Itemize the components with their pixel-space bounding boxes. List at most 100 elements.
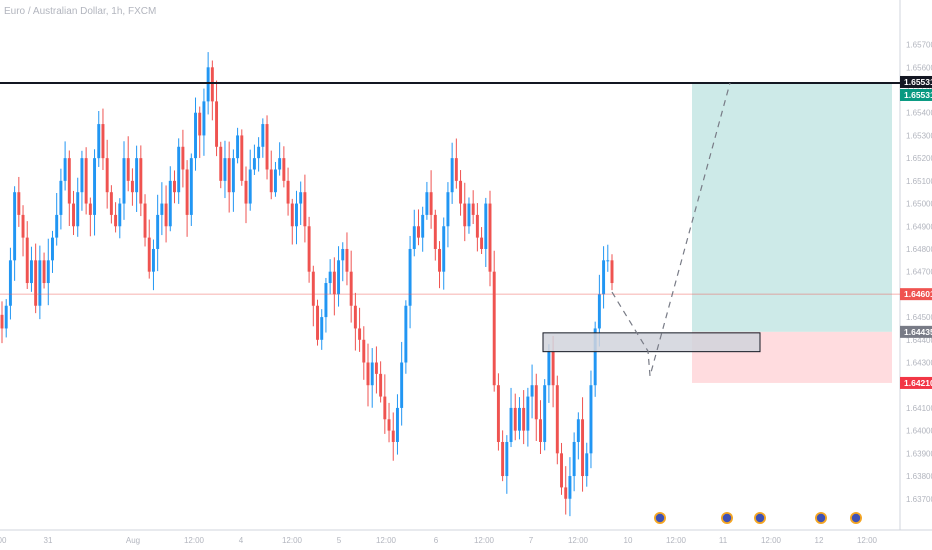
candle — [417, 209, 420, 246]
time-tick-label: 12:00 — [282, 536, 303, 545]
candle — [38, 245, 42, 320]
candle-body — [581, 419, 585, 477]
candle — [219, 141, 223, 189]
candle — [581, 397, 585, 492]
candle-body — [223, 158, 227, 181]
candle — [51, 230, 54, 273]
candle — [509, 387, 513, 448]
candle — [282, 146, 286, 188]
candle-body — [46, 260, 50, 284]
candle-body — [231, 158, 235, 193]
candle-body — [265, 124, 269, 170]
candle — [265, 115, 269, 180]
price-axis[interactable]: 1.657001.656001.655001.654001.653001.652… — [900, 41, 932, 504]
candle — [269, 150, 273, 200]
resistance-price-tag — [900, 75, 932, 88]
candle — [572, 432, 576, 492]
candle — [383, 374, 387, 434]
candle-body — [135, 158, 139, 193]
event-flag-icon[interactable] — [721, 512, 733, 524]
candle — [143, 194, 147, 247]
take-profit-zone[interactable] — [692, 82, 892, 332]
candle — [332, 257, 336, 316]
candle — [404, 300, 408, 374]
candle-body — [572, 441, 576, 477]
demand-zone-box[interactable] — [542, 332, 761, 353]
price-tick-label: 1.64400 — [906, 336, 932, 345]
candle — [513, 393, 517, 441]
candle — [76, 177, 80, 237]
time-tick-label: 12:00 — [761, 536, 782, 545]
candle-body — [139, 158, 143, 204]
candle — [72, 190, 75, 236]
candle — [181, 129, 185, 188]
candle-body — [328, 271, 332, 284]
candle — [454, 138, 458, 189]
candle — [496, 373, 500, 451]
candle-body — [345, 248, 349, 272]
candle — [122, 141, 126, 220]
candle-body — [332, 271, 336, 295]
candle-body — [366, 362, 370, 386]
candle — [341, 242, 345, 282]
price-tick-label: 1.63800 — [906, 472, 932, 481]
candle-body — [400, 362, 404, 408]
event-flag-icon[interactable] — [850, 512, 862, 524]
candle-body — [513, 407, 517, 431]
event-flag-icon[interactable] — [654, 512, 666, 524]
candle — [530, 364, 534, 419]
candle-body — [362, 339, 366, 363]
candle — [252, 144, 256, 175]
candle — [257, 137, 261, 172]
event-flag-icon[interactable] — [754, 512, 766, 524]
candle — [278, 142, 282, 176]
price-tick-label: 1.64700 — [906, 268, 932, 277]
time-tick-label: 00 — [0, 536, 7, 545]
event-flag-icon[interactable] — [815, 512, 827, 524]
candle — [526, 387, 530, 447]
candle — [446, 182, 450, 248]
candle-body — [509, 407, 513, 442]
time-tick-label: 12:00 — [666, 536, 687, 545]
candle — [286, 167, 290, 216]
candle — [534, 373, 538, 442]
time-tick-label: Aug — [126, 536, 140, 545]
candle — [576, 412, 580, 460]
candle — [311, 265, 315, 327]
candle — [467, 197, 471, 234]
candle — [387, 402, 391, 443]
candle-body — [244, 180, 248, 204]
candle-body — [156, 214, 160, 249]
candle — [295, 190, 298, 245]
candle — [370, 348, 374, 408]
candle — [400, 341, 404, 426]
candle — [273, 161, 277, 197]
candle-body — [391, 430, 395, 442]
candle — [25, 221, 29, 289]
candle-body — [501, 441, 505, 477]
time-axis[interactable]: 00 31 Aug 12:00 4 12:00 5 12:00 6 12:00 7 12:00 10 12… — [0, 536, 878, 545]
drawing-overlays — [0, 81, 900, 377]
candle-body — [568, 476, 572, 499]
candle — [151, 239, 155, 291]
candle — [568, 457, 572, 517]
candle — [240, 129, 244, 186]
candle-body — [480, 237, 484, 249]
time-tick-label: 4 — [239, 536, 244, 545]
economic-events — [654, 512, 862, 524]
candle — [517, 397, 521, 440]
candle-body — [236, 135, 240, 159]
candle-body — [67, 158, 71, 204]
candle — [84, 147, 88, 215]
time-tick-label: 10 — [624, 536, 633, 545]
candle-body — [273, 169, 277, 193]
candle — [164, 185, 168, 243]
candle — [505, 435, 509, 494]
candle-body — [147, 237, 151, 272]
candle-body — [383, 396, 387, 420]
candle-body — [307, 226, 311, 272]
stop-loss-price-tag — [900, 376, 932, 389]
projected-path[interactable] — [611, 82, 731, 377]
event-flag-core — [722, 513, 732, 523]
